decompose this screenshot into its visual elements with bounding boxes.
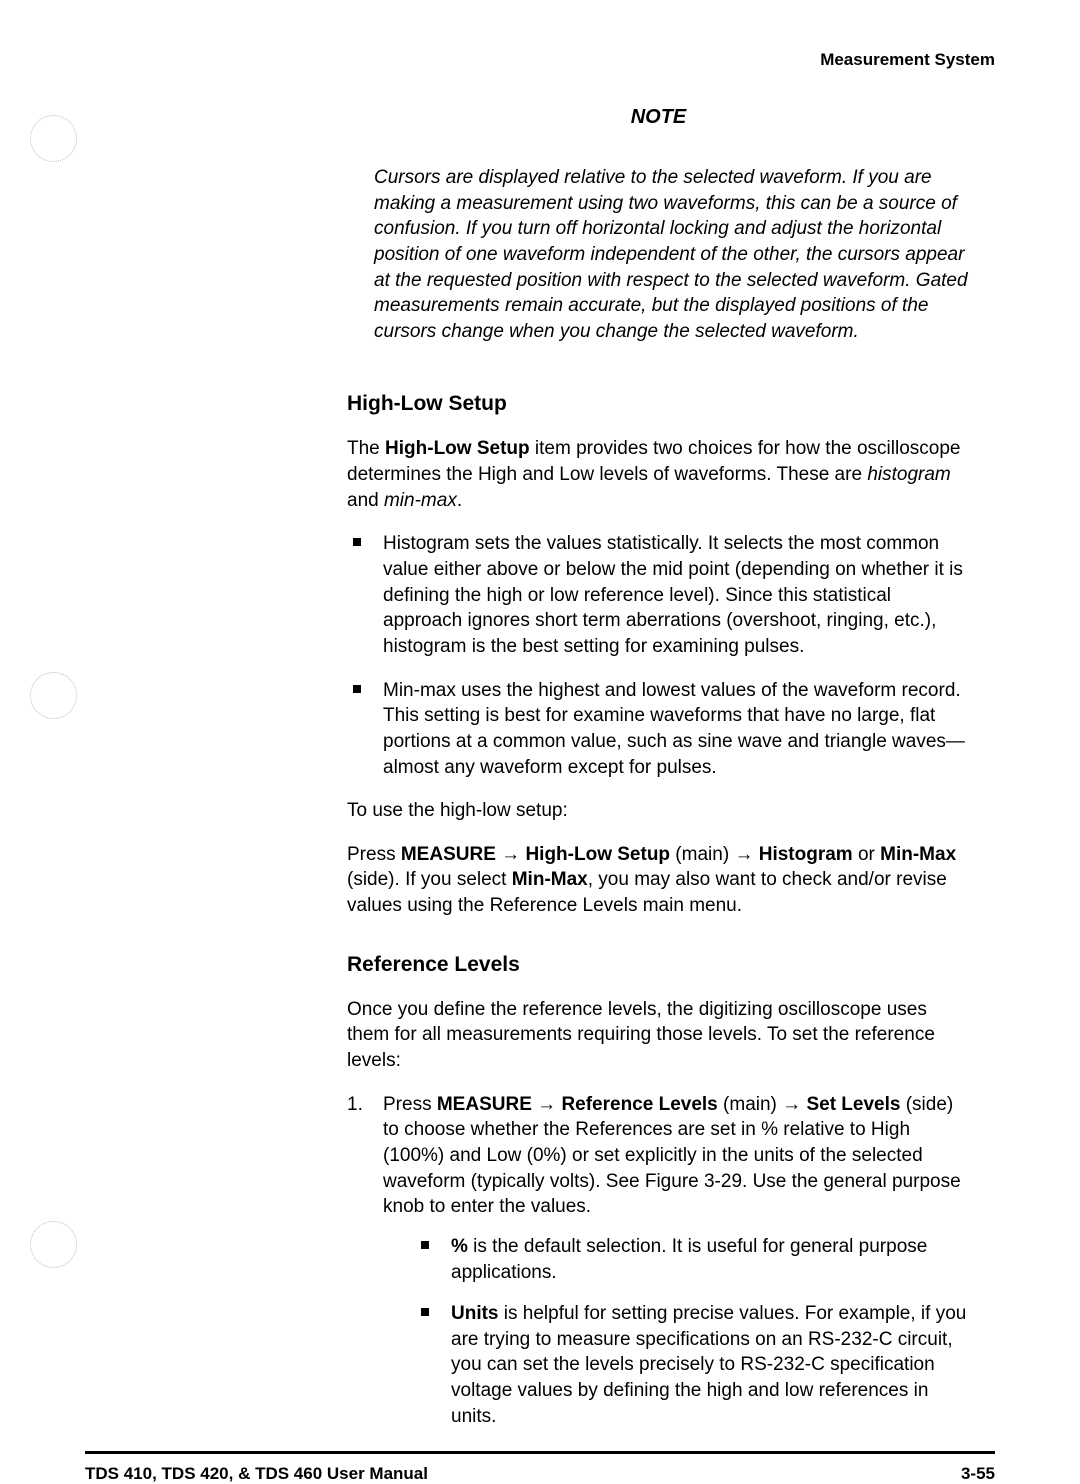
text: is the default selection. It is useful f… [451,1236,927,1283]
menu-label: Set Levels [806,1094,900,1115]
punch-hole [30,1221,77,1268]
arrow-icon: → [532,1094,562,1115]
text: and [347,490,384,511]
page: Measurement System NOTE Cursors are disp… [0,0,1080,1397]
menu-label: Min-Max [512,869,588,890]
arrow-icon: → [782,1094,806,1115]
footer-page: 3-55 [961,1464,995,1484]
page-header: Measurement System [85,50,995,70]
button-label: MEASURE [437,1094,532,1115]
menu-label: Histogram [759,844,853,865]
punch-hole [30,115,77,162]
text: The [347,438,385,459]
list-item: % is the default selection. It is useful… [419,1234,970,1285]
italic-term: min-max [384,490,457,511]
text: (main) [670,844,734,865]
highlow-touse: To use the high-low setup: [347,798,970,824]
text: is helpful for setting precise values. F… [451,1303,966,1427]
italic-term: histogram [867,464,950,485]
menu-label: Min-Max [880,844,956,865]
arrow-icon: → [496,844,526,865]
punch-hole [30,672,77,719]
text: . [457,490,462,511]
text: (side). If you select [347,869,512,890]
menu-label: High-Low Setup [525,844,670,865]
section-heading-highlow: High-Low Setup [347,392,970,416]
highlow-bullets: Histogram sets the values statistically.… [347,531,970,780]
footer-rule [85,1451,995,1454]
highlow-intro: The High-Low Setup item provides two cho… [347,436,970,513]
button-label: MEASURE [401,844,496,865]
step-number: 1. [347,1092,363,1118]
text: Press [347,844,401,865]
step1-subbullets: % is the default selection. It is useful… [383,1234,970,1429]
highlow-press: Press MEASURE → High-Low Setup (main) → … [347,842,970,919]
arrow-icon: → [734,844,758,865]
text: Press [383,1094,437,1115]
menu-label: Reference Levels [561,1094,717,1115]
bold-term: Units [451,1303,499,1324]
bold-term: % [451,1236,468,1257]
section-heading-reflevels: Reference Levels [347,953,970,977]
list-item: Units is helpful for setting precise val… [419,1301,970,1429]
page-footer: TDS 410, TDS 420, & TDS 460 User Manual … [85,1464,995,1484]
reflevels-steps: 1. Press MEASURE → Reference Levels (mai… [347,1092,970,1430]
bold-term: High-Low Setup [385,438,530,459]
reflevels-intro: Once you define the reference levels, th… [347,997,970,1074]
note-body: Cursors are displayed relative to the se… [374,165,970,344]
header-section: Measurement System [820,50,995,69]
note-heading: NOTE [347,106,970,129]
list-item: Min-max uses the highest and lowest valu… [347,678,970,781]
text: or [853,844,880,865]
text: Histogram sets the values statistically.… [383,533,963,657]
content-column: NOTE Cursors are displayed relative to t… [347,106,970,1429]
footer-manual: TDS 410, TDS 420, & TDS 460 User Manual [85,1464,428,1484]
step-1: 1. Press MEASURE → Reference Levels (mai… [347,1092,970,1430]
list-item: Histogram sets the values statistically.… [347,531,970,659]
text: Min-max uses the highest and lowest valu… [383,680,965,778]
text: (main) [718,1094,782,1115]
